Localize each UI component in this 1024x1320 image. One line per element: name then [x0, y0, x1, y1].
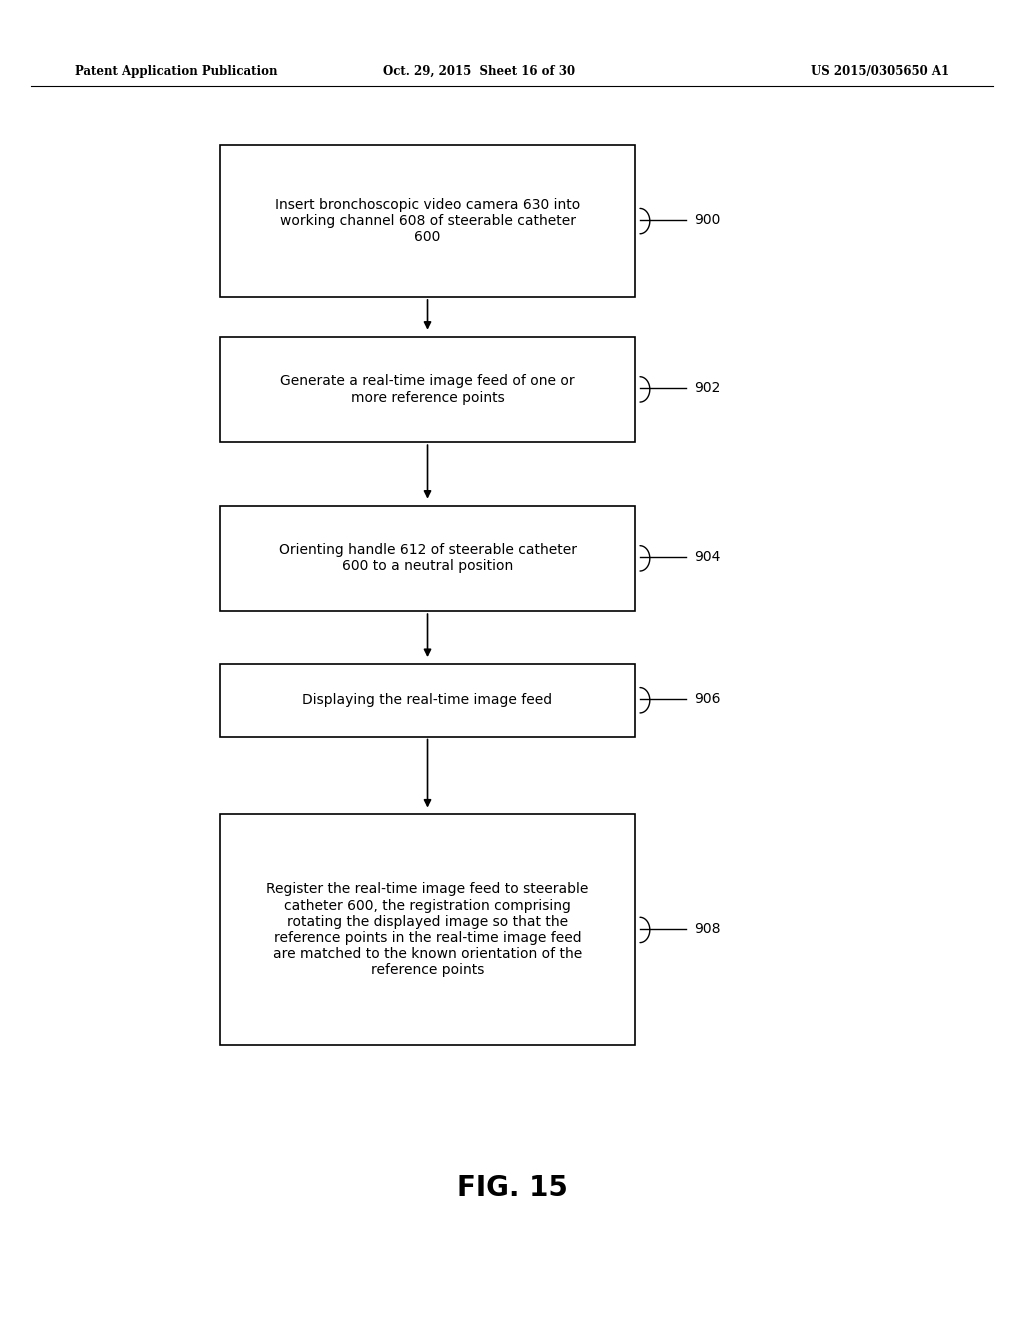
Bar	[220, 664, 635, 737]
Text: 900: 900	[694, 213, 721, 227]
Text: Oct. 29, 2015  Sheet 16 of 30: Oct. 29, 2015 Sheet 16 of 30	[383, 65, 575, 78]
Text: 904: 904	[694, 550, 721, 564]
Text: 908: 908	[694, 921, 721, 936]
Bar	[220, 814, 635, 1045]
Bar	[220, 337, 635, 442]
Text: Insert bronchoscopic video camera 630 into
working channel 608 of steerable cath: Insert bronchoscopic video camera 630 in…	[274, 198, 581, 244]
Text: 902: 902	[694, 381, 721, 395]
Text: Register the real-time image feed to steerable
catheter 600, the registration co: Register the real-time image feed to ste…	[266, 883, 589, 977]
Text: US 2015/0305650 A1: US 2015/0305650 A1	[811, 65, 949, 78]
Bar	[220, 506, 635, 611]
Text: Generate a real-time image feed of one or
more reference points: Generate a real-time image feed of one o…	[281, 375, 574, 404]
Text: Patent Application Publication: Patent Application Publication	[75, 65, 278, 78]
Text: Displaying the real-time image feed: Displaying the real-time image feed	[302, 693, 553, 708]
Text: Orienting handle 612 of steerable catheter
600 to a neutral position: Orienting handle 612 of steerable cathet…	[279, 544, 577, 573]
Text: 906: 906	[694, 692, 721, 706]
Text: FIG. 15: FIG. 15	[457, 1173, 567, 1203]
Bar	[220, 145, 635, 297]
